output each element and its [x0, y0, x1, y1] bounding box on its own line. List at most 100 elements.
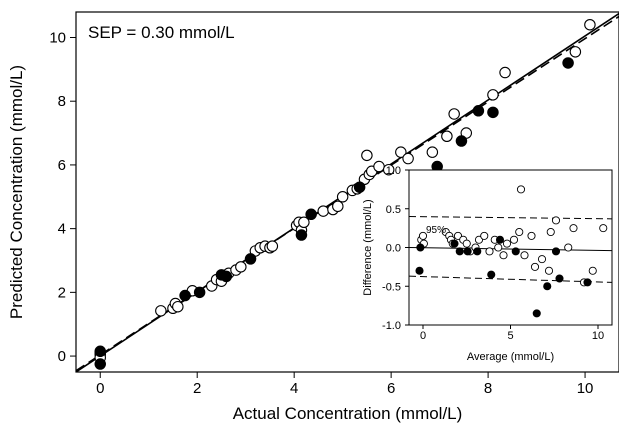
inset-y-tick-label: 0.5	[386, 204, 401, 216]
inset-filled-data-point	[495, 235, 505, 244]
main-x-tick-label: 2	[193, 380, 201, 397]
main-filled-data-point	[562, 57, 574, 69]
main-open-data-point	[569, 46, 582, 58]
main-open-data-point	[441, 130, 453, 142]
inset-filled-data-point	[450, 239, 459, 248]
main-filled-data-point	[94, 345, 106, 358]
inset-filled-data-point	[415, 266, 424, 275]
main-y-tick-label: 0	[58, 348, 66, 365]
main-x-tick-label: 8	[484, 380, 492, 397]
inset-open-data-point	[462, 239, 471, 248]
inset-open-data-point	[485, 247, 494, 256]
inset-open-data-point	[551, 216, 561, 225]
inset-x-tick-label: 0	[420, 330, 426, 342]
main-open-data-point	[336, 191, 349, 203]
inset-plot-frame	[408, 169, 613, 326]
inset-open-data-point	[418, 231, 428, 240]
inset-open-data-point	[499, 251, 508, 260]
inset-plot: 0 5 10 -1.0 -0.5 0.0 0.5 1.0 Average (mmol/L) Dif…	[362, 165, 613, 363]
inset-open-data-point	[569, 224, 578, 233]
inset-y-axis-label: Difference (mmol/L)	[362, 199, 374, 295]
main-plot-area	[76, 12, 619, 372]
main-x-tick-label: 10	[577, 380, 594, 397]
sep-annotation: SEP = 0.30 mmol/L	[88, 23, 235, 42]
inset-filled-data-point	[455, 247, 464, 256]
main-x-tick-label: 0	[96, 380, 104, 397]
main-filled-data-point	[305, 208, 317, 221]
main-open-data-point	[155, 305, 167, 317]
inset-filled-data-point	[555, 274, 564, 283]
main-filled-data-point	[487, 106, 499, 119]
inset-filled-data-point	[511, 247, 520, 256]
main-open-data-point	[317, 205, 330, 217]
main-y-axis-label: Predicted Concentration (mmol/L)	[7, 65, 26, 319]
main-open-data-point	[499, 66, 511, 79]
main-open-data-point	[584, 18, 596, 31]
main-filled-data-point	[353, 181, 366, 193]
main-y-tick-label: 2	[58, 284, 66, 301]
inset-x-tick-label: 5	[507, 330, 513, 342]
main-open-data-point	[172, 300, 184, 313]
main-x-tick-label: 4	[290, 380, 298, 397]
main-filled-data-point	[455, 135, 468, 147]
inset-dashed-line	[409, 216, 612, 220]
inset-open-data-point	[527, 231, 536, 240]
inset-filled-data-point	[551, 247, 561, 256]
main-open-data-point	[298, 216, 310, 229]
main-open-data-point	[332, 200, 344, 213]
inset-open-data-point	[544, 266, 554, 275]
main-open-data-point	[448, 108, 460, 120]
inset-filled-data-point	[543, 282, 552, 291]
inset-x-tick-label: 10	[592, 330, 604, 342]
inset-filled-data-point	[416, 243, 425, 252]
inset-y-tick-label: -0.5	[382, 281, 401, 293]
main-y-tick-label: 4	[58, 221, 66, 238]
inset-y-tick-label: 0.0	[386, 243, 401, 255]
main-y-tick-label: 8	[58, 93, 66, 110]
inset-open-data-point	[564, 243, 573, 252]
inset-open-data-point	[516, 185, 526, 194]
main-open-data-point	[382, 163, 395, 176]
main-x-tick-label: 6	[387, 380, 395, 397]
inset-open-data-point	[537, 255, 547, 264]
inset-y-tick-label: -1.0	[382, 320, 401, 332]
inset-solid-line	[409, 247, 612, 252]
main-open-data-point	[487, 89, 499, 101]
inset-open-data-point	[599, 224, 608, 233]
inset-plot-area	[409, 185, 612, 318]
main-open-data-point	[426, 146, 439, 158]
inset-open-data-point	[520, 251, 529, 260]
inset-open-data-point	[588, 266, 597, 275]
main-filled-data-point	[193, 286, 206, 299]
main-y-tick-label: 10	[49, 29, 66, 46]
inset-x-axis-label: Average (mmol/L)	[467, 351, 554, 363]
main-open-data-point	[266, 240, 279, 252]
inset-open-data-point	[480, 231, 489, 240]
main-filled-data-point	[220, 270, 233, 283]
inset-open-data-point	[546, 227, 555, 237]
main-filled-data-point	[244, 253, 257, 265]
main-open-data-point	[395, 146, 407, 158]
main-filled-data-point	[472, 105, 485, 117]
inset-open-data-point	[502, 239, 512, 248]
inset-filled-data-point	[463, 247, 472, 256]
inset-open-data-point	[494, 243, 503, 252]
main-y-tick-label: 6	[58, 157, 66, 174]
inset-y-tick-label: 1.0	[386, 165, 401, 177]
inset-filled-data-point	[487, 270, 496, 279]
inset-filled-data-point	[532, 309, 541, 318]
main-filled-data-point	[295, 229, 308, 241]
ci-annotation: 95%	[426, 225, 446, 236]
inset-filled-data-point	[583, 278, 592, 287]
main-open-data-point	[361, 149, 373, 162]
inset-open-data-point	[509, 235, 519, 244]
main-open-data-point	[235, 261, 247, 273]
main-filled-data-point	[179, 289, 191, 302]
main-open-data-point	[373, 160, 385, 173]
inset-open-data-point	[515, 227, 524, 237]
inset-filled-data-point	[473, 247, 482, 256]
inset-dashed-line	[409, 275, 612, 283]
inset-open-data-point	[530, 262, 540, 271]
main-x-axis-label: Actual Concentration (mmol/L)	[233, 404, 463, 423]
